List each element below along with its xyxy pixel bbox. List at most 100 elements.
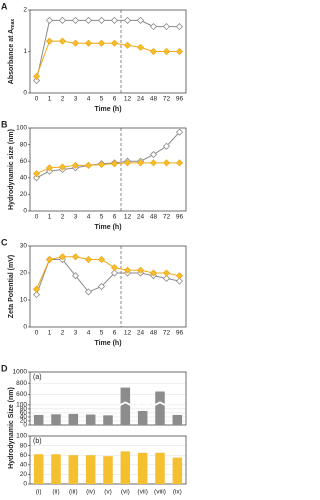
data-point bbox=[110, 16, 119, 24]
x-tick-label: 5 bbox=[100, 96, 104, 103]
y-axis-label-sub: max bbox=[10, 19, 16, 29]
x-tick-label: 24 bbox=[137, 330, 145, 337]
y-axis-label-text: Zeta Potential (mV) bbox=[8, 255, 15, 318]
data-point bbox=[71, 161, 80, 169]
data-point bbox=[149, 23, 158, 31]
data-point bbox=[32, 170, 41, 178]
data-point bbox=[136, 43, 145, 51]
data-point bbox=[32, 72, 41, 80]
data-point bbox=[175, 128, 184, 136]
x-axis-label: Time (h) bbox=[94, 106, 121, 113]
x-tick-label: (ix) bbox=[173, 489, 182, 496]
data-point bbox=[71, 272, 80, 280]
series-line bbox=[36, 131, 180, 179]
x-tick-label: 12 bbox=[124, 214, 132, 221]
data-point bbox=[175, 277, 184, 285]
data-point bbox=[123, 159, 132, 167]
y-tick-label: 40 bbox=[20, 414, 28, 421]
bar bbox=[120, 451, 131, 484]
x-tick-label: 48 bbox=[150, 214, 158, 221]
data-point bbox=[136, 159, 145, 167]
y-tick-label: 600 bbox=[16, 391, 27, 398]
bar bbox=[85, 414, 96, 425]
y-tick-label: 0 bbox=[23, 90, 27, 97]
x-tick-label: 6 bbox=[113, 330, 117, 337]
y-tick-label: 80 bbox=[20, 442, 28, 449]
bar bbox=[137, 452, 148, 484]
y-tick-label: 40 bbox=[20, 462, 28, 469]
data-point bbox=[45, 16, 54, 24]
bar bbox=[103, 456, 113, 484]
x-tick-label: 6 bbox=[113, 214, 117, 221]
data-point bbox=[84, 288, 93, 296]
x-tick-label: 48 bbox=[150, 96, 158, 103]
x-axis-label: Time (h) bbox=[94, 224, 121, 231]
panel-label: C bbox=[1, 237, 8, 247]
data-point bbox=[162, 142, 171, 150]
x-tick-label: 0 bbox=[35, 330, 39, 337]
plot-frame bbox=[29, 9, 187, 94]
y-axis-label: Zeta Potential (mV) bbox=[8, 255, 15, 318]
x-tick-label: 12 bbox=[124, 96, 132, 103]
x-tick-label: 2 bbox=[61, 330, 65, 337]
data-point bbox=[45, 164, 54, 172]
bar bbox=[68, 413, 79, 425]
data-point bbox=[162, 269, 171, 277]
y-tick-label: 20 bbox=[20, 270, 28, 277]
bar bbox=[103, 415, 113, 425]
y-tick-label: 0 bbox=[23, 324, 27, 331]
y-tick-label: 80 bbox=[20, 406, 28, 413]
data-point bbox=[123, 16, 132, 24]
y-axis-label-text: Hydrodynamic size (nm) bbox=[8, 129, 15, 210]
y-tick-label: 0 bbox=[23, 422, 27, 429]
data-point bbox=[97, 16, 106, 24]
x-tick-label: 4 bbox=[87, 96, 91, 103]
y-tick-label: 40 bbox=[20, 175, 28, 182]
y-tick-label: 30 bbox=[20, 243, 28, 250]
series-line bbox=[36, 256, 180, 290]
y-tick-label: 10 bbox=[20, 297, 28, 304]
x-tick-label: 1 bbox=[48, 96, 52, 103]
x-tick-label: 96 bbox=[176, 214, 184, 221]
y-tick-label: 0 bbox=[23, 481, 27, 488]
y-tick-label: 60 bbox=[20, 158, 28, 165]
x-tick-label: 0 bbox=[35, 214, 39, 221]
x-tick-label: (i) bbox=[36, 489, 42, 496]
panel-label: B bbox=[1, 119, 8, 129]
data-point bbox=[149, 150, 158, 159]
data-point bbox=[110, 160, 119, 168]
break-zigzag bbox=[136, 401, 149, 407]
y-tick-label: 100 bbox=[16, 125, 27, 132]
data-point bbox=[162, 159, 171, 167]
x-tick-label: 5 bbox=[100, 214, 104, 221]
panel-label: A bbox=[1, 1, 8, 11]
data-point bbox=[58, 163, 67, 171]
data-point bbox=[32, 291, 41, 299]
data-point bbox=[110, 264, 119, 272]
data-point bbox=[32, 76, 41, 85]
bar bbox=[155, 452, 165, 484]
x-tick-label: (iv) bbox=[86, 489, 95, 496]
y-axis-label-text: Hydrodynamic Size (nm) bbox=[8, 387, 15, 469]
bar bbox=[33, 454, 44, 484]
data-point bbox=[175, 272, 184, 280]
y-axis-label: Hydrodynamic size (nm) bbox=[8, 129, 15, 210]
break-zigzag bbox=[119, 401, 132, 407]
data-point bbox=[71, 39, 80, 47]
x-tick-label: 72 bbox=[163, 330, 171, 337]
x-tick-label: 0 bbox=[35, 96, 39, 103]
data-point bbox=[84, 161, 93, 169]
x-tick-label: 24 bbox=[137, 214, 145, 221]
x-tick-label: 4 bbox=[87, 330, 91, 337]
panel-label: D bbox=[1, 363, 8, 373]
data-point bbox=[175, 23, 184, 31]
x-tick-label: 96 bbox=[176, 330, 184, 337]
data-point bbox=[84, 255, 93, 264]
data-point bbox=[32, 174, 41, 182]
x-axis-label: Time (h) bbox=[94, 340, 121, 347]
y-tick-label: 1000 bbox=[13, 369, 28, 376]
x-tick-label: 3 bbox=[74, 96, 78, 103]
x-tick-label: (vii) bbox=[137, 489, 147, 496]
x-tick-label: 3 bbox=[74, 214, 78, 221]
panel-sublabel: (a) bbox=[33, 374, 42, 381]
